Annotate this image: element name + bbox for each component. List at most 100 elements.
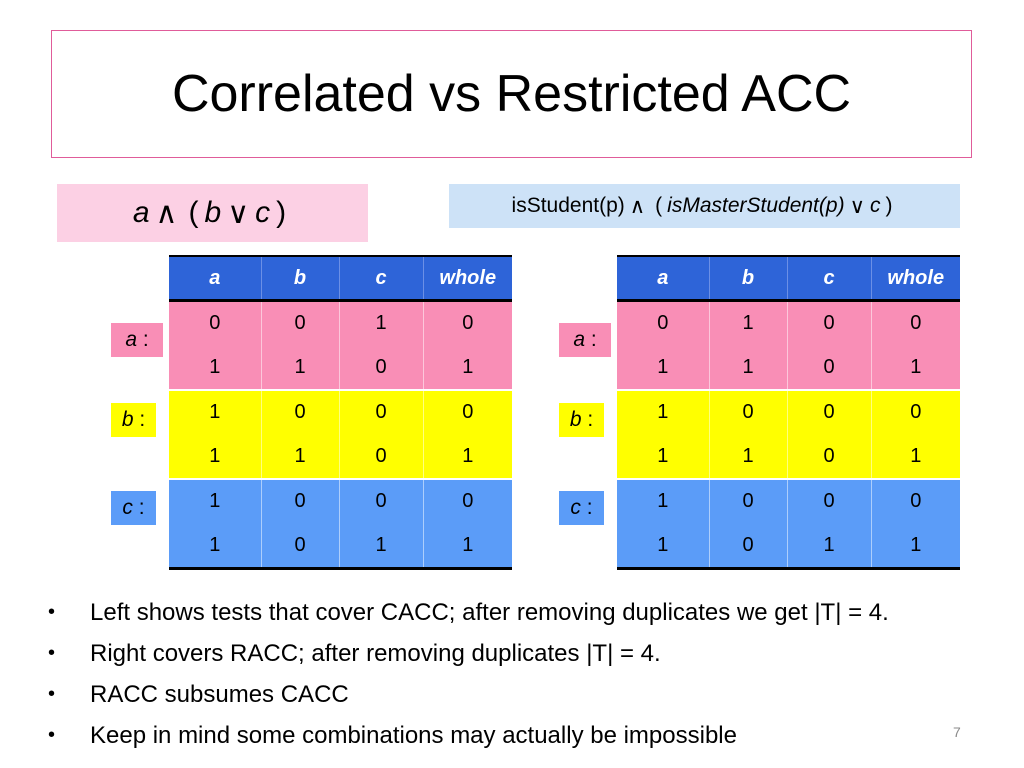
table-row: 1 0 0 0 bbox=[617, 389, 960, 435]
formula-var-c: c bbox=[255, 196, 272, 229]
header-a: a bbox=[169, 255, 262, 302]
bullet-list: • Left shows tests that cover CACC; afte… bbox=[48, 592, 889, 756]
cell: 1 bbox=[169, 345, 262, 390]
slide-title: Correlated vs Restricted ACC bbox=[171, 65, 852, 123]
cell: 1 bbox=[617, 478, 710, 524]
cell: 1 bbox=[169, 478, 262, 524]
list-item: • Right covers RACC; after removing dupl… bbox=[48, 633, 889, 674]
right-formula: isStudent(p) ∧ ( isMasterStudent(p) ∨ c … bbox=[449, 184, 960, 228]
cell: 1 bbox=[169, 389, 262, 435]
and-symbol: ∧ bbox=[155, 196, 179, 230]
cell: 1 bbox=[169, 434, 262, 479]
cell: 1 bbox=[169, 523, 262, 570]
header-row: a b c whole bbox=[617, 255, 960, 302]
cell: 1 bbox=[423, 345, 512, 390]
table-row: 0 1 0 0 bbox=[617, 300, 960, 346]
close-paren: ) bbox=[276, 196, 288, 229]
formula-var-c: c bbox=[869, 194, 881, 217]
row-label-a: a : bbox=[111, 323, 163, 357]
cell: 0 bbox=[339, 434, 424, 479]
cell: 0 bbox=[787, 434, 872, 479]
cell: 1 bbox=[261, 434, 340, 479]
left-formula: a ∧ ( b ∨ c ) bbox=[57, 184, 368, 242]
bullet-text: Left shows tests that cover CACC; after … bbox=[90, 598, 889, 626]
cell: 0 bbox=[787, 345, 872, 390]
bullet-dot: • bbox=[48, 642, 56, 664]
header-whole: whole bbox=[423, 255, 512, 302]
cell: 0 bbox=[709, 389, 788, 435]
cell: 1 bbox=[709, 434, 788, 479]
cell: 1 bbox=[339, 523, 424, 570]
cell: 1 bbox=[709, 300, 788, 346]
cell: 1 bbox=[709, 345, 788, 390]
list-item: • Left shows tests that cover CACC; afte… bbox=[48, 592, 889, 633]
table-row: 1 1 0 1 bbox=[169, 345, 512, 390]
cell: 1 bbox=[261, 345, 340, 390]
formula-is-student: isStudent(p) bbox=[511, 194, 625, 217]
cell: 0 bbox=[261, 478, 340, 524]
cell: 0 bbox=[871, 478, 960, 524]
cell: 1 bbox=[787, 523, 872, 570]
list-item: • Keep in mind some combinations may act… bbox=[48, 715, 889, 756]
or-symbol: ∨ bbox=[849, 194, 865, 218]
open-paren: ( bbox=[188, 196, 200, 229]
header-b: b bbox=[261, 255, 340, 302]
right-truth-table: a b c whole 0 1 0 0 1 1 0 1 1 0 0 0 1 1 … bbox=[617, 255, 960, 570]
title-box: Correlated vs Restricted ACC bbox=[51, 30, 972, 158]
cell: 0 bbox=[423, 478, 512, 524]
cell: 1 bbox=[423, 523, 512, 570]
cell: 0 bbox=[423, 389, 512, 435]
table-row: 1 0 1 1 bbox=[169, 523, 512, 570]
cell: 0 bbox=[339, 389, 424, 435]
cell: 0 bbox=[169, 300, 262, 346]
bullet-text: Right covers RACC; after removing duplic… bbox=[90, 639, 661, 667]
cell: 1 bbox=[617, 523, 710, 570]
header-c: c bbox=[339, 255, 424, 302]
cell: 0 bbox=[787, 478, 872, 524]
header-a: a bbox=[617, 255, 710, 302]
row-label-b: b : bbox=[559, 403, 604, 437]
cell: 0 bbox=[709, 478, 788, 524]
formula-is-master-student: isMasterStudent(p) bbox=[667, 194, 845, 217]
cell: 0 bbox=[787, 300, 872, 346]
cell: 0 bbox=[261, 523, 340, 570]
table-row: 1 0 0 0 bbox=[617, 478, 960, 524]
list-item: • RACC subsumes CACC bbox=[48, 674, 889, 715]
cell: 0 bbox=[339, 478, 424, 524]
cell: 0 bbox=[787, 389, 872, 435]
table-row: 1 1 0 1 bbox=[617, 345, 960, 390]
close-paren: ) bbox=[885, 194, 893, 217]
or-symbol: ∨ bbox=[227, 196, 251, 230]
open-paren: ( bbox=[655, 194, 663, 217]
left-truth-table: a b c whole 0 0 1 0 1 1 0 1 1 0 0 0 1 1 … bbox=[169, 255, 512, 570]
table-row: 1 1 0 1 bbox=[617, 434, 960, 479]
cell: 1 bbox=[617, 434, 710, 479]
cell: 1 bbox=[871, 434, 960, 479]
page-number: 7 bbox=[953, 724, 961, 740]
header-row: a b c whole bbox=[169, 255, 512, 302]
cell: 0 bbox=[871, 300, 960, 346]
table-row: 0 0 1 0 bbox=[169, 300, 512, 346]
cell: 1 bbox=[617, 345, 710, 390]
cell: 1 bbox=[617, 389, 710, 435]
cell: 1 bbox=[423, 434, 512, 479]
table-row: 1 0 1 1 bbox=[617, 523, 960, 570]
table-row: 1 0 0 0 bbox=[169, 478, 512, 524]
cell: 1 bbox=[871, 523, 960, 570]
row-label-c: c : bbox=[111, 491, 156, 525]
table-row: 1 0 0 0 bbox=[169, 389, 512, 435]
bullet-text: Keep in mind some combinations may actua… bbox=[90, 721, 737, 749]
header-c: c bbox=[787, 255, 872, 302]
bullet-dot: • bbox=[48, 601, 56, 623]
formula-var-a: a bbox=[132, 196, 151, 229]
table-row: 1 1 0 1 bbox=[169, 434, 512, 479]
header-whole: whole bbox=[871, 255, 960, 302]
cell: 0 bbox=[423, 300, 512, 346]
cell: 0 bbox=[871, 389, 960, 435]
cell: 0 bbox=[617, 300, 710, 346]
header-b: b bbox=[709, 255, 788, 302]
cell: 1 bbox=[339, 300, 424, 346]
formula-var-b: b bbox=[204, 196, 223, 229]
cell: 0 bbox=[261, 389, 340, 435]
cell: 1 bbox=[871, 345, 960, 390]
